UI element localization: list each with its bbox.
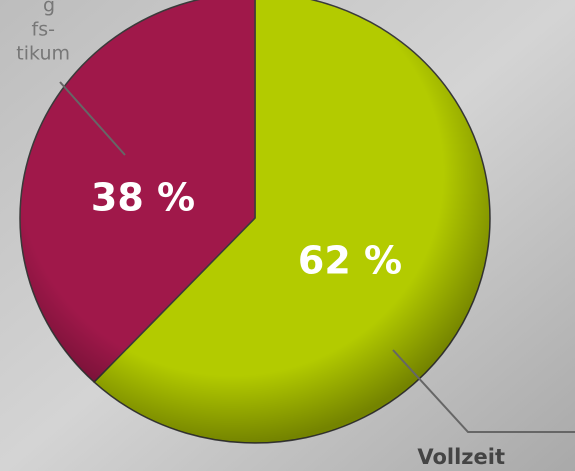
leader-line	[59, 81, 126, 156]
category-label: fs-	[32, 19, 55, 41]
category-label: tikum	[16, 43, 70, 65]
data-label: 62 %	[298, 239, 402, 283]
category-label: g	[43, 0, 55, 17]
pie	[19, 0, 491, 444]
leader-line	[392, 349, 575, 433]
data-label: 38 %	[91, 176, 195, 220]
category-label: Vollzeit	[417, 445, 505, 469]
